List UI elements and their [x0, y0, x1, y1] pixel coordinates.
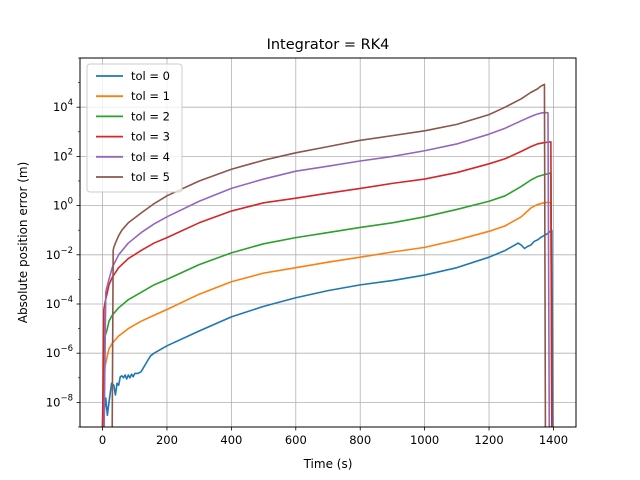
y-tick-base: 10	[46, 248, 61, 262]
series-line-1	[101, 201, 554, 427]
y-tick-base: 10	[53, 199, 68, 213]
x-tick-label: 1200	[474, 433, 503, 447]
plot-frame	[79, 57, 577, 428]
y-tick-exponent: 2	[68, 147, 73, 157]
y-tick-exponent: −2	[60, 246, 73, 256]
series-line-2	[101, 172, 554, 427]
y-tick-label: 102	[53, 147, 73, 163]
y-tick-exponent: 4	[68, 98, 73, 108]
series-line-3	[101, 141, 554, 427]
y-tick-exponent: −8	[60, 393, 73, 403]
legend-label: tol = 4	[131, 150, 170, 164]
x-tick-label: 200	[156, 433, 178, 447]
x-tick-label: 1000	[410, 433, 439, 447]
legend-label: tol = 0	[131, 69, 170, 83]
y-tick-label: 10−6	[46, 344, 73, 360]
series-line-0	[101, 229, 554, 427]
y-tick-label: 10−8	[46, 393, 73, 409]
series-lines	[101, 83, 554, 427]
series-line-4	[103, 111, 551, 427]
y-tick-base: 10	[46, 346, 61, 360]
y-tick-exponent: −6	[60, 344, 73, 354]
legend: tol = 0 tol = 1 tol = 2 tol = 3 tol = 4 tol =…	[86, 63, 183, 193]
y-tick-label: 100	[53, 197, 73, 213]
y-tick-base: 10	[46, 297, 61, 311]
legend-label: tol = 1	[131, 89, 170, 103]
legend-label: tol = 2	[131, 109, 170, 123]
legend-label: tol = 5	[131, 170, 170, 184]
y-tick-exponent: −4	[60, 295, 73, 305]
series-line-5	[111, 83, 547, 427]
x-axis: 0 200 400 600 800 1000 1200 1400	[99, 427, 568, 447]
y-tick-label: 10−4	[46, 295, 73, 311]
x-tick-label: 600	[285, 433, 307, 447]
y-axis-label: Absolute position error (m)	[16, 162, 30, 324]
x-axis-label: Time (s)	[303, 457, 353, 471]
x-tick-label: 800	[349, 433, 371, 447]
grid-lines	[80, 58, 576, 427]
y-tick-exponent: 0	[68, 197, 73, 207]
legend-label: tol = 3	[131, 130, 170, 144]
chart-title: Integrator = RK4	[267, 37, 390, 53]
y-tick-base: 10	[53, 100, 68, 114]
y-tick-label: 104	[53, 98, 73, 114]
x-tick-label: 0	[99, 433, 106, 447]
y-tick-label: 10−2	[46, 246, 73, 262]
x-tick-label: 400	[220, 433, 242, 447]
y-tick-base: 10	[46, 395, 61, 409]
x-tick-label: 1400	[539, 433, 568, 447]
y-tick-base: 10	[53, 149, 68, 163]
